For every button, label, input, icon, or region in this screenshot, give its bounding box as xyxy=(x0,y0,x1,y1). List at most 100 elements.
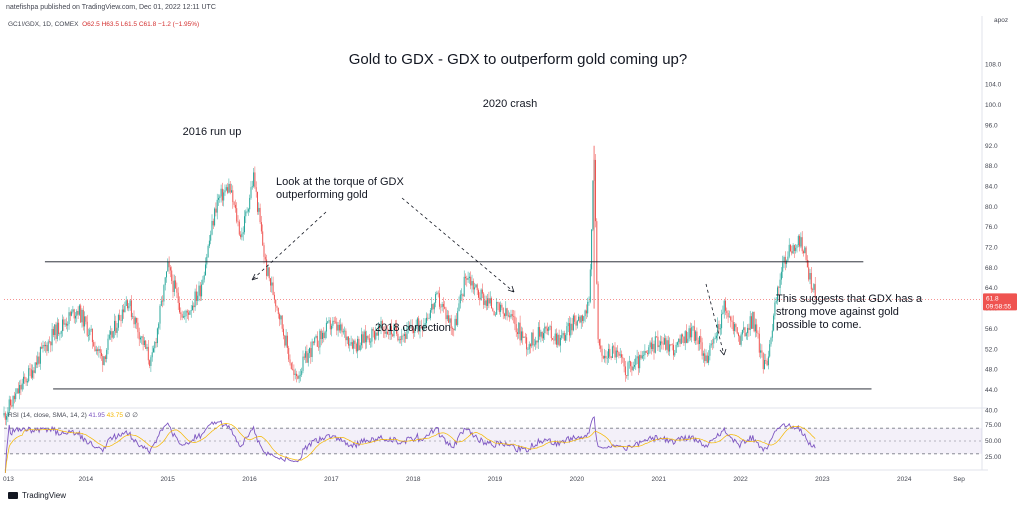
candle-body xyxy=(119,315,121,321)
candle-body xyxy=(19,384,21,394)
annotation-2016-run-up[interactable]: 2016 run up xyxy=(183,126,242,138)
candle-body xyxy=(52,328,54,336)
annotation-2020-crash[interactable]: 2020 crash xyxy=(483,98,537,110)
candle-body xyxy=(474,287,476,290)
candle-body xyxy=(777,287,778,301)
price-tag-value: 61.8 xyxy=(986,295,999,302)
candle-body xyxy=(778,287,780,289)
candle-body xyxy=(120,320,122,321)
candle-body xyxy=(155,342,157,344)
candle-body xyxy=(64,323,66,325)
candle-body xyxy=(611,346,613,359)
candle-body xyxy=(522,331,524,338)
candle-body xyxy=(167,261,169,272)
price-tick-label: 48.0 xyxy=(985,367,998,374)
time-tick-label: 013 xyxy=(3,476,14,483)
candle-body xyxy=(393,324,395,337)
candle-body xyxy=(653,343,655,353)
rsi-value: 41.95 xyxy=(88,412,105,419)
candle-body xyxy=(4,412,6,420)
candle-body xyxy=(446,315,448,320)
candle-body xyxy=(428,318,430,319)
candle-body xyxy=(76,310,78,316)
candle-body xyxy=(563,332,565,341)
candle-body xyxy=(169,267,171,271)
candle-body xyxy=(595,159,596,222)
candle-body xyxy=(69,312,71,316)
candle-body xyxy=(51,328,53,346)
candle-body xyxy=(663,338,665,345)
candle-body xyxy=(159,305,161,324)
candle-body xyxy=(116,327,118,333)
candle-body xyxy=(402,335,404,337)
candle-body xyxy=(345,330,347,341)
candle-body xyxy=(588,301,590,303)
torque-arrow-left[interactable] xyxy=(251,211,327,281)
candle-body xyxy=(592,180,594,230)
candle-body xyxy=(299,374,301,376)
candle-body xyxy=(582,315,583,321)
rsi-axis[interactable]: 75.00 50.00 25.00 xyxy=(985,422,1002,461)
candle-body xyxy=(453,328,455,331)
candle-body xyxy=(392,334,394,337)
candle-body xyxy=(415,325,417,329)
time-tick-label: 2019 xyxy=(488,476,503,483)
candle-body xyxy=(579,316,581,323)
candle-body xyxy=(186,310,188,313)
candle-body xyxy=(709,345,711,356)
candle-body xyxy=(784,256,786,265)
candle-body xyxy=(362,334,364,343)
candle-body xyxy=(28,368,30,382)
candle-body xyxy=(678,338,680,343)
tradingview-brand[interactable]: TradingView xyxy=(8,491,66,500)
candle-body xyxy=(489,298,491,304)
candle-body xyxy=(101,352,102,356)
annotation-torque-line1[interactable]: Look at the torque of GDX xyxy=(276,176,404,188)
scale-label[interactable]: apoz xyxy=(994,17,1008,24)
candle-body xyxy=(423,324,425,330)
candle-body xyxy=(537,327,539,343)
rsi-legend[interactable]: RSI (14, close, SMA, 14, 2) 41.95 43.75 … xyxy=(8,411,138,419)
annotation-2018-correction[interactable]: 2018 correction xyxy=(375,322,451,334)
price-axis[interactable]: 108.0 104.0 100.0 96.0 92.0 88.0 84.0 80.0 76.0 7… xyxy=(985,61,1002,414)
projection-arrow[interactable] xyxy=(705,283,725,356)
candle-body xyxy=(623,358,625,367)
candle-body xyxy=(536,340,538,343)
candle-body xyxy=(136,317,138,323)
candle-body xyxy=(437,292,439,294)
low-value: L61.5 xyxy=(120,21,138,28)
candle-body xyxy=(211,220,213,235)
candle-body xyxy=(125,300,127,306)
candle-body xyxy=(288,347,290,360)
candle-body xyxy=(728,316,730,318)
candle-body xyxy=(43,345,45,347)
candle-body xyxy=(601,348,603,356)
candle-body xyxy=(491,298,492,309)
candle-body xyxy=(626,375,628,376)
annotation-torque-line2[interactable]: outperforming gold xyxy=(276,189,368,201)
symbol-legend[interactable]: GC1!/GDX, 1D, COMEX O62.5 H63.5 L61.5 C6… xyxy=(8,21,199,28)
candle-body xyxy=(383,329,385,331)
candle-body xyxy=(58,322,60,335)
candle-body xyxy=(809,273,811,280)
candle-body xyxy=(84,316,86,327)
candle-body xyxy=(463,276,465,297)
annotation-suggest-line2[interactable]: strong move against gold xyxy=(776,306,899,318)
candle-body xyxy=(686,331,687,343)
candle-body xyxy=(812,289,814,290)
candle-body xyxy=(206,256,208,265)
annotation-suggest-line1[interactable]: This suggests that GDX has a xyxy=(776,293,923,305)
candle-body xyxy=(358,338,360,350)
time-axis[interactable]: 013 2014 2015 2016 2017 2018 2019 2020 2021 2022 2… xyxy=(3,476,965,483)
candle-body xyxy=(725,300,726,311)
candle-body xyxy=(405,334,407,339)
torque-arrow-right[interactable] xyxy=(401,197,515,293)
candle-body xyxy=(471,281,473,286)
candle-body xyxy=(127,300,128,309)
candle-body xyxy=(406,327,408,339)
candle-body xyxy=(344,330,346,332)
annotation-suggest-line3[interactable]: possible to come. xyxy=(776,319,862,331)
candle-body xyxy=(556,333,557,345)
rsi-extra-1: ∅ xyxy=(124,412,131,419)
